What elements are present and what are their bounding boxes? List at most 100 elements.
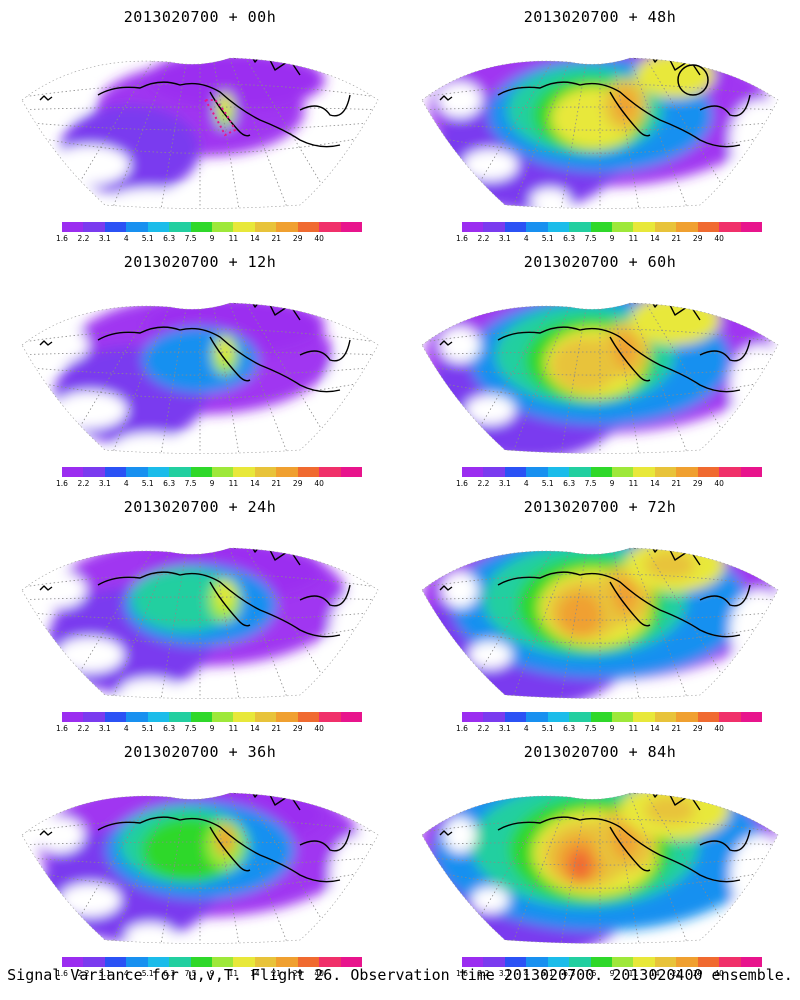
colorbar-label: 5.1 bbox=[141, 969, 154, 978]
colorbar-swatch bbox=[462, 222, 484, 232]
colorbar-label: 2.2 bbox=[477, 234, 490, 243]
colorbar-swatch bbox=[190, 712, 213, 722]
colorbar-swatch bbox=[319, 957, 342, 967]
colorbar-swatch bbox=[676, 957, 699, 967]
colorbar-label: 9 bbox=[609, 234, 615, 243]
colorbar-label: 11 bbox=[228, 724, 239, 733]
colorbar-swatch bbox=[654, 712, 677, 722]
colorbar-swatch bbox=[340, 712, 363, 722]
colorbar: 1.6 2.2 3.1 4 5.1 6.3 7.5 9 11 14 21 29 40 bbox=[456, 712, 763, 733]
colorbar-swatch bbox=[569, 712, 592, 722]
map-panel: 2013020700 + 72h 1.6 2.2 3.1 4 5.1 6.3 7.5 9 11 14… bbox=[400, 490, 800, 735]
colorbar-swatch bbox=[547, 222, 570, 232]
colorbar-swatch bbox=[254, 222, 277, 232]
colorbar-swatch bbox=[169, 957, 192, 967]
colorbar-label: 5.1 bbox=[541, 479, 554, 488]
variance-map bbox=[21, 547, 379, 699]
colorbar-label: 21 bbox=[671, 969, 682, 978]
colorbar-swatch bbox=[569, 467, 592, 477]
variance-map bbox=[21, 57, 379, 209]
map-panel: 2013020700 + 00h 1.6 2.2 3.1 4 5.1 6.3 7.5 9 11 14… bbox=[0, 0, 400, 245]
colorbar-label: 29 bbox=[292, 479, 303, 488]
colorbar-swatch bbox=[569, 222, 592, 232]
colorbar-swatch bbox=[740, 712, 763, 722]
colorbar-label: 2.2 bbox=[477, 479, 490, 488]
colorbar-swatch bbox=[297, 467, 320, 477]
colorbar-swatch bbox=[612, 712, 634, 722]
colorbar-label: 14 bbox=[650, 969, 660, 978]
colorbar-swatch bbox=[190, 957, 213, 967]
colorbar-swatch bbox=[633, 222, 656, 232]
colorbar-label: 4 bbox=[123, 234, 129, 243]
colorbar-swatch bbox=[547, 467, 570, 477]
colorbar-label: 3.1 bbox=[98, 234, 111, 243]
colorbar-label: 14 bbox=[650, 234, 660, 243]
colorbar-swatch bbox=[590, 957, 613, 967]
colorbar-label: 5.1 bbox=[141, 724, 154, 733]
colorbar-swatch bbox=[297, 957, 320, 967]
colorbar-swatch bbox=[569, 957, 592, 967]
variance-map bbox=[421, 57, 779, 209]
colorbar-swatch bbox=[719, 957, 742, 967]
colorbar-swatch bbox=[276, 712, 299, 722]
colorbar: 1.6 2.2 3.1 4 5.1 6.3 7.5 9 11 14 21 29 40 bbox=[456, 222, 763, 243]
colorbar-label: 5.1 bbox=[141, 479, 154, 488]
colorbar-swatch bbox=[526, 712, 549, 722]
colorbar-label: 6.3 bbox=[163, 724, 176, 733]
colorbar-label: 11 bbox=[628, 479, 639, 488]
colorbar-label: 6.3 bbox=[163, 479, 176, 488]
colorbar-label: 2.2 bbox=[77, 969, 90, 978]
colorbar-label: 1.6 bbox=[456, 969, 468, 978]
colorbar-label: 9 bbox=[209, 724, 215, 733]
colorbar-swatch bbox=[147, 957, 170, 967]
colorbar-swatch bbox=[340, 222, 363, 232]
colorbar-label: 1.6 bbox=[56, 234, 68, 243]
colorbar-swatch bbox=[526, 957, 549, 967]
colorbar-swatch bbox=[697, 467, 720, 477]
colorbar-swatch bbox=[233, 467, 256, 477]
colorbar-swatch bbox=[169, 222, 192, 232]
colorbar-swatch bbox=[462, 467, 484, 477]
colorbar-swatch bbox=[740, 957, 763, 967]
colorbar-label: 29 bbox=[692, 724, 703, 733]
colorbar-swatch bbox=[612, 467, 634, 477]
colorbar-swatch bbox=[547, 712, 570, 722]
colorbar-swatch bbox=[126, 222, 149, 232]
colorbar-label: 9 bbox=[609, 969, 615, 978]
colorbar-swatch bbox=[612, 222, 634, 232]
colorbar-label: 29 bbox=[692, 969, 703, 978]
colorbar-label: 21 bbox=[671, 234, 682, 243]
colorbar-label: 7.5 bbox=[584, 234, 597, 243]
colorbar-swatch bbox=[254, 467, 277, 477]
colorbar-swatch bbox=[126, 467, 149, 477]
colorbar-label: 9 bbox=[609, 724, 615, 733]
colorbar-label: 40 bbox=[314, 724, 324, 733]
colorbar-swatch bbox=[276, 467, 299, 477]
colorbar: 1.6 2.2 3.1 4 5.1 6.3 7.5 9 11 14 21 29 40 bbox=[56, 957, 363, 978]
colorbar-label: 7.5 bbox=[584, 724, 597, 733]
colorbar-label: 2.2 bbox=[477, 969, 490, 978]
colorbar-label: 9 bbox=[209, 234, 215, 243]
colorbar-swatch bbox=[83, 222, 106, 232]
colorbar-swatch bbox=[719, 467, 742, 477]
colorbar-swatch bbox=[590, 222, 613, 232]
colorbar-label: 2.2 bbox=[77, 479, 90, 488]
colorbar-swatch bbox=[276, 222, 299, 232]
colorbar-swatch bbox=[697, 222, 720, 232]
colorbar-swatch bbox=[654, 467, 677, 477]
variance-map bbox=[421, 547, 779, 699]
colorbar-swatch bbox=[297, 712, 320, 722]
colorbar-swatch bbox=[676, 467, 699, 477]
colorbar-swatch bbox=[233, 712, 256, 722]
colorbar-swatch bbox=[212, 222, 234, 232]
colorbar-label: 3.1 bbox=[98, 724, 111, 733]
colorbar-swatch bbox=[633, 467, 656, 477]
colorbar-swatch bbox=[697, 957, 720, 967]
colorbar-label: 40 bbox=[314, 234, 324, 243]
colorbar-swatch bbox=[654, 957, 677, 967]
colorbar-label: 29 bbox=[292, 969, 303, 978]
colorbar-label: 40 bbox=[714, 479, 724, 488]
colorbar-swatch bbox=[62, 712, 84, 722]
colorbar-swatch bbox=[190, 222, 213, 232]
colorbar-label: 4 bbox=[523, 969, 529, 978]
